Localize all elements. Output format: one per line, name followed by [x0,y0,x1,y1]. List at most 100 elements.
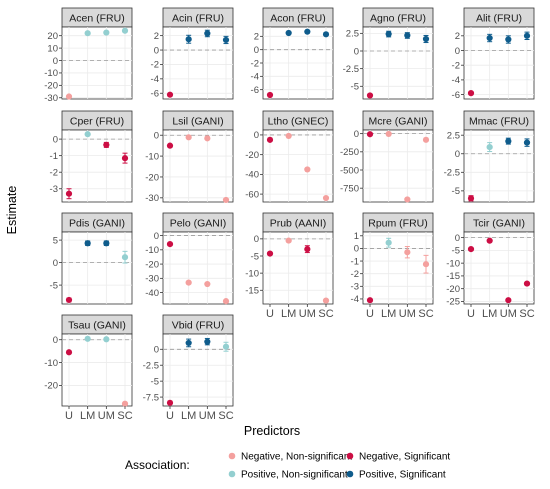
data-point-u [366,131,374,138]
y-tick-label: 10 [47,43,58,54]
y-tick-label: 5 [53,235,58,246]
x-tick-label: SC [519,308,534,320]
data-point-sc [121,27,129,34]
data-point-um [204,135,211,142]
y-tick-label: -7.5 [143,392,159,403]
legend-key-pos_ns [228,470,236,478]
data-point-u [166,142,174,149]
y-tick-label: -750 [340,183,359,194]
y-tick-label: 0 [53,258,58,269]
x-tick-label: LM [80,410,95,422]
y-tick-label: -10 [44,68,58,79]
x-tick-label: U [65,410,73,422]
panel-title: Acin (FRU) [172,13,224,25]
legend-title: Association: [125,458,190,472]
y-tick-label: -2.5 [143,361,159,372]
y-tick-label: -2 [151,60,159,71]
data-point-u [266,250,274,257]
y-tick-label: -10 [145,245,159,256]
panel-plot-area [162,231,234,305]
panel-title: Acon (FRU) [270,13,325,25]
data-point-sc [523,280,531,287]
panel-title: Prub (AANI) [270,218,327,230]
y-tick-label: -2 [351,269,359,280]
data-point-lm [385,239,392,246]
x-axis-title: Predictors [244,424,300,438]
data-point-sc [523,32,531,39]
panel-title: Mcre (GANI) [369,116,428,128]
panel-title: Ltho (GNEC) [268,116,329,128]
panel-cper: Cper (FRU) -3 -2 -1 0 [50,110,133,203]
data-point-um [204,30,211,37]
legend-label: Negative, Significant [359,452,450,463]
y-tick-label: -5 [151,376,159,387]
y-tick-label: -10 [44,358,58,369]
data-point-lm [185,279,192,286]
panel-plot-area [362,26,434,100]
panel-prub: Prub (AANI) -15 -10 -5 0 U LM UM SC [245,212,334,320]
data-point-um [103,336,110,343]
panel-title: Mmac (FRU) [469,116,529,128]
y-tick-label: -15 [245,286,259,297]
panel-plot-area [463,231,535,305]
y-tick-label: -1 [351,256,359,267]
data-point-lm [185,339,192,347]
panel-plot-area [262,129,334,203]
y-tick-label: -40 [145,288,159,299]
data-point-u [366,92,374,99]
data-point-u [366,297,374,304]
panel-acon: Acon (FRU) -6 -4 -2 0 2 [251,7,334,100]
y-tick-label: -25 [446,297,460,308]
x-tick-label: U [366,308,374,320]
y-tick-label: -30 [44,93,58,104]
y-tick-label: -5 [50,280,58,291]
x-tick-label: SC [218,410,233,422]
x-tick-label: LM [482,308,497,320]
y-tick-label: 2.5 [447,130,460,141]
x-tick-label: U [266,308,274,320]
data-point-sc [322,297,330,304]
x-tick-label: UM [399,308,416,320]
data-point-lm [486,34,493,42]
y-tick-label: 0 [455,149,460,160]
data-point-lm [385,130,392,138]
y-tick-label: -2 [251,58,259,69]
panel-pdis: Pdis (GANI) -5 0 5 [50,212,133,305]
x-tick-label: U [166,410,174,422]
data-point-lm [84,335,91,342]
x-tick-label: UM [98,410,115,422]
x-tick-label: UM [299,308,316,320]
data-point-um [404,196,411,203]
panel-plot-area [362,231,434,305]
data-point-lm [385,30,392,38]
panel-ltho: Ltho (GNEC) -60 -40 -20 0 [245,110,334,203]
y-tick-label: -6 [251,85,259,96]
x-tick-label: SC [318,308,333,320]
data-point-lm [185,134,192,141]
data-point-um [204,280,211,288]
data-point-sc [523,139,531,146]
data-point-um [505,138,512,145]
y-tick-label: -15 [446,271,460,282]
panel-plot-area [262,231,334,305]
panel-title: Tsau (GANI) [68,320,126,332]
data-point-u [65,296,73,304]
data-point-lm [84,30,91,37]
data-point-um [103,141,110,148]
legend-key-neg_s [346,452,354,460]
panel-plot-area [162,26,234,100]
x-tick-label: SC [418,308,433,320]
y-tick-label: -2 [50,168,58,179]
y-tick-label: 0 [53,335,58,346]
y-tick-label: -250 [340,147,359,158]
y-axis-title: Estimate [5,186,19,235]
panel-title: Tcir (GANI) [473,218,525,230]
panel-plot-area [61,333,133,407]
legend-key-neg_ns [228,452,236,460]
y-tick-label: 0 [254,234,259,245]
y-tick-label: 20 [47,31,58,42]
y-tick-label: -10 [446,258,460,269]
y-tick-label: -3 [50,184,58,195]
